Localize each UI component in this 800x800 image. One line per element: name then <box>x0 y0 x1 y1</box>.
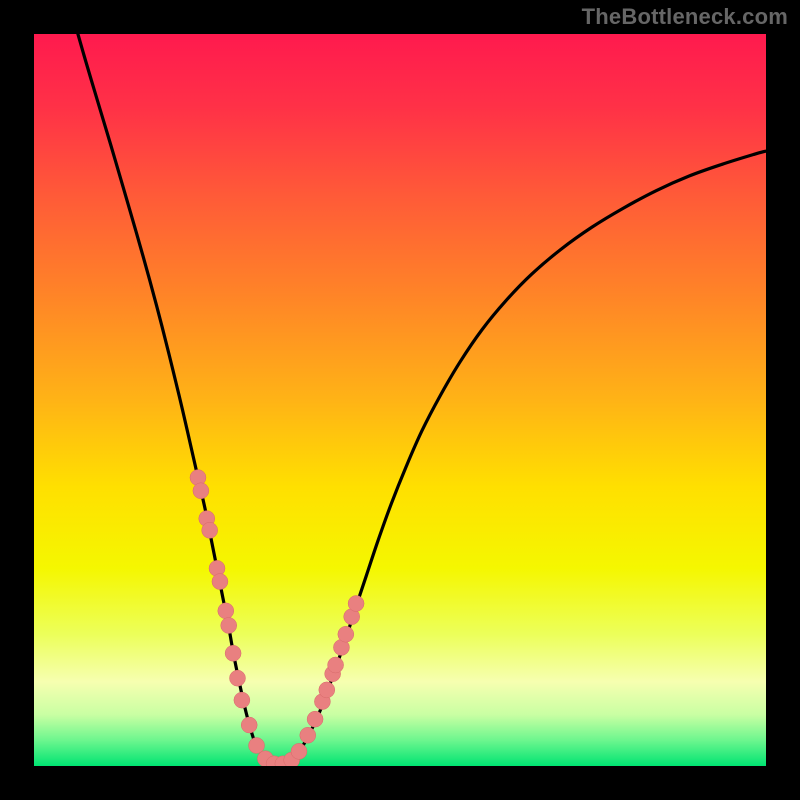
data-marker <box>234 692 250 708</box>
data-marker <box>307 711 323 727</box>
data-marker <box>218 603 234 619</box>
data-marker <box>291 743 307 759</box>
chart-container: TheBottleneck.com <box>0 0 800 800</box>
data-marker <box>319 682 335 698</box>
bottleneck-curve-chart <box>0 0 800 800</box>
data-marker <box>338 626 354 642</box>
data-marker <box>212 574 228 590</box>
data-marker <box>193 483 209 499</box>
plot-background <box>34 34 766 766</box>
data-marker <box>221 617 237 633</box>
data-marker <box>300 727 316 743</box>
data-marker <box>348 595 364 611</box>
data-marker <box>202 522 218 538</box>
data-marker <box>328 657 344 673</box>
data-marker <box>241 717 257 733</box>
watermark-text: TheBottleneck.com <box>582 4 788 30</box>
data-marker <box>229 670 245 686</box>
data-marker <box>225 645 241 661</box>
